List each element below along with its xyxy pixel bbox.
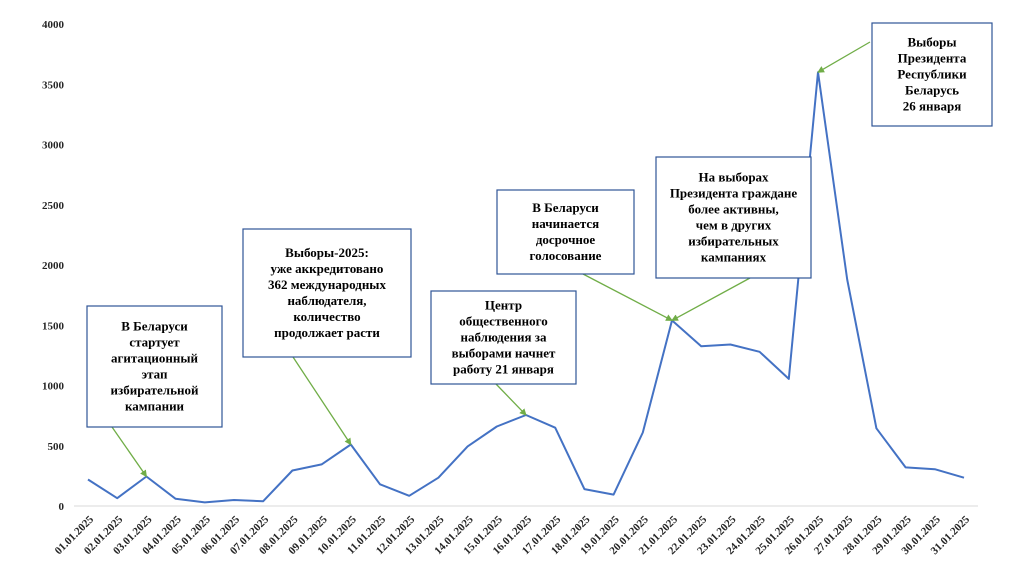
y-tick-label: 500 bbox=[48, 441, 65, 453]
annotation-text-line: работу 21 января bbox=[453, 362, 554, 377]
annotation-arrow bbox=[293, 357, 351, 445]
annotation-text-line: агитационный bbox=[111, 351, 199, 366]
annotation-text-line: этап bbox=[142, 367, 168, 382]
annotation-text-line: избирательных bbox=[688, 234, 779, 249]
annotation-text-line: Президента граждане bbox=[670, 186, 798, 201]
annotation-box: В Беларусистартуетагитационныйэтапизбира… bbox=[87, 306, 222, 427]
y-tick-label: 3500 bbox=[42, 79, 65, 91]
annotation-arrow bbox=[583, 274, 672, 320]
annotation-text-line: голосование bbox=[530, 248, 602, 263]
annotation-arrow bbox=[496, 384, 526, 415]
annotation-text-line: начинается bbox=[532, 216, 599, 231]
y-axis-tick-labels: 0 500 1000 1500 2000 2500 3000 3500 4000 bbox=[42, 19, 65, 513]
y-tick-label: 4000 bbox=[42, 19, 65, 31]
annotation-text-line: В Беларуси bbox=[532, 200, 599, 215]
annotation-text-line: более активны, bbox=[688, 202, 779, 217]
annotation-text-line: Центр bbox=[485, 298, 522, 313]
annotation-text-line: В Беларуси bbox=[121, 319, 188, 334]
annotation-text-line: наблюдателя, bbox=[287, 293, 366, 308]
y-tick-label: 1000 bbox=[42, 381, 65, 393]
annotation-text-line: кампании bbox=[125, 399, 185, 414]
annotation-text-line: наблюдения за bbox=[461, 330, 547, 345]
annotation-text-line: продолжает расти bbox=[274, 325, 380, 340]
y-tick-label: 1500 bbox=[42, 320, 65, 332]
annotation-text-line: чем в других bbox=[696, 218, 772, 233]
annotation-text-line: На выборах bbox=[698, 170, 769, 185]
annotation-boxes: В Беларусистартуетагитационныйэтапизбира… bbox=[87, 23, 992, 427]
annotation-text-line: Беларусь bbox=[905, 83, 959, 98]
series-line bbox=[88, 72, 964, 502]
annotation-text-line: Выборы-2025: bbox=[285, 245, 369, 260]
annotation-text-line: выборами начнет bbox=[452, 346, 556, 361]
annotation-text-line: досрочное bbox=[536, 232, 596, 247]
annotation-text-line: количество bbox=[293, 309, 360, 324]
annotation-arrow bbox=[672, 278, 750, 320]
y-tick-label: 0 bbox=[59, 501, 65, 513]
annotation-text-line: кампаниях bbox=[701, 250, 767, 265]
annotation-text-line: уже аккредитовано bbox=[271, 261, 384, 276]
annotation-text-line: избирательной bbox=[111, 383, 199, 398]
x-axis-tick-labels: 01.01.202502.01.202503.01.202504.01.2025… bbox=[53, 513, 973, 557]
annotation-text-line: 362 международных bbox=[268, 277, 386, 292]
y-tick-label: 3000 bbox=[42, 140, 65, 152]
annotation-text-line: стартует bbox=[129, 335, 180, 350]
annotation-text-line: Выборы bbox=[907, 35, 956, 50]
annotation-text-line: Республики bbox=[897, 67, 967, 82]
annotation-text-line: общественного bbox=[459, 314, 547, 329]
annotation-text-line: 26 января bbox=[903, 99, 962, 114]
y-tick-label: 2500 bbox=[42, 200, 65, 212]
y-tick-label: 2000 bbox=[42, 260, 65, 272]
annotation-arrow bbox=[818, 42, 870, 72]
annotation-arrow bbox=[112, 427, 146, 476]
annotation-text-line: Президента bbox=[898, 51, 967, 66]
